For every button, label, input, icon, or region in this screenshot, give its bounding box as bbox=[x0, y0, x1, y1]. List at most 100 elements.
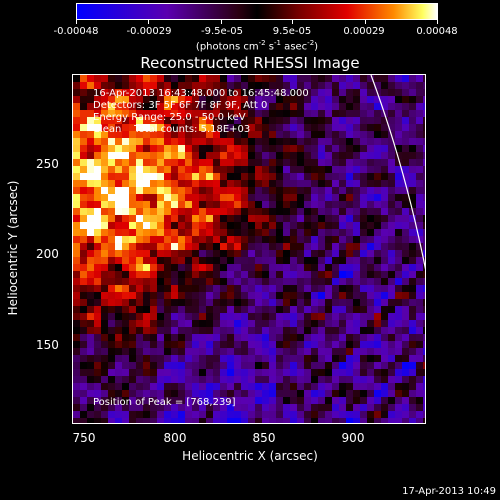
heatmap-cell bbox=[416, 264, 423, 271]
heatmap-cell bbox=[297, 89, 304, 96]
heatmap-cell bbox=[220, 173, 227, 180]
heatmap-cell bbox=[206, 222, 213, 229]
heatmap-cell bbox=[367, 110, 374, 117]
heatmap-cell bbox=[136, 383, 143, 390]
heatmap-cell bbox=[94, 306, 101, 313]
heatmap-cell bbox=[374, 194, 381, 201]
heatmap-cell bbox=[178, 404, 185, 411]
heatmap-cell bbox=[346, 355, 353, 362]
heatmap-cell bbox=[73, 166, 80, 173]
heatmap-cell bbox=[213, 222, 220, 229]
heatmap-cell bbox=[94, 271, 101, 278]
heatmap-cell bbox=[164, 299, 171, 306]
heatmap-cell bbox=[297, 292, 304, 299]
heatmap-cell bbox=[101, 250, 108, 257]
heatmap-cell bbox=[248, 285, 255, 292]
heatmap-cell bbox=[311, 103, 318, 110]
heatmap-cell bbox=[409, 103, 416, 110]
heatmap-cell bbox=[136, 75, 143, 82]
heatmap-cell bbox=[276, 411, 283, 418]
heatmap-cell bbox=[234, 285, 241, 292]
heatmap-cell bbox=[423, 292, 425, 299]
heatmap-cell bbox=[325, 397, 332, 404]
x-tick-label: 850 bbox=[252, 431, 276, 445]
heatmap-cell bbox=[346, 201, 353, 208]
heatmap-cell bbox=[80, 369, 87, 376]
heatmap-cell bbox=[318, 180, 325, 187]
heatmap-cell bbox=[346, 236, 353, 243]
heatmap-cell bbox=[115, 362, 122, 369]
heatmap-cell bbox=[360, 145, 367, 152]
heatmap-cell bbox=[171, 194, 178, 201]
heatmap-cell bbox=[192, 173, 199, 180]
heatmap-cell bbox=[150, 362, 157, 369]
heatmap-cell bbox=[276, 75, 283, 82]
heatmap-cell bbox=[178, 236, 185, 243]
heatmap-cell bbox=[395, 89, 402, 96]
heatmap-cell bbox=[192, 201, 199, 208]
heatmap-cell bbox=[136, 117, 143, 124]
heatmap-cell bbox=[206, 236, 213, 243]
heatmap-cell bbox=[136, 166, 143, 173]
heatmap-cell bbox=[108, 187, 115, 194]
heatmap-cell bbox=[185, 166, 192, 173]
heatmap-cell bbox=[73, 201, 80, 208]
heatmap-cell bbox=[283, 369, 290, 376]
heatmap-cell bbox=[311, 327, 318, 334]
heatmap-cell bbox=[255, 152, 262, 159]
heatmap-cell bbox=[297, 222, 304, 229]
heatmap-cell bbox=[283, 117, 290, 124]
heatmap-cell bbox=[318, 299, 325, 306]
heatmap-cell bbox=[290, 103, 297, 110]
heatmap-cell bbox=[213, 166, 220, 173]
heatmap-cell bbox=[192, 271, 199, 278]
heatmap-cell bbox=[269, 292, 276, 299]
heatmap-cell bbox=[402, 173, 409, 180]
heatmap-cell bbox=[157, 215, 164, 222]
heatmap-cell bbox=[311, 89, 318, 96]
heatmap-cell bbox=[143, 180, 150, 187]
heatmap-cell bbox=[353, 75, 360, 82]
heatmap-cell bbox=[136, 159, 143, 166]
heatmap-cell bbox=[381, 201, 388, 208]
heatmap-cell bbox=[87, 152, 94, 159]
heatmap-cell bbox=[87, 117, 94, 124]
heatmap-cell bbox=[395, 222, 402, 229]
heatmap-cell bbox=[374, 124, 381, 131]
heatmap-cell bbox=[206, 152, 213, 159]
heatmap-cell bbox=[416, 117, 423, 124]
heatmap-cell bbox=[94, 362, 101, 369]
heatmap-cell bbox=[290, 369, 297, 376]
heatmap-cell bbox=[150, 82, 157, 89]
heatmap-cell bbox=[367, 173, 374, 180]
heatmap-cell bbox=[318, 103, 325, 110]
heatmap-cell bbox=[199, 75, 206, 82]
heatmap-cell bbox=[416, 411, 423, 418]
heatmap-cell bbox=[192, 341, 199, 348]
heatmap-cell bbox=[269, 320, 276, 327]
heatmap-cell bbox=[157, 411, 164, 418]
heatmap-cell bbox=[94, 124, 101, 131]
heatmap-cell bbox=[80, 82, 87, 89]
heatmap-cell bbox=[304, 327, 311, 334]
heatmap-cell bbox=[416, 390, 423, 397]
heatmap-cell bbox=[374, 404, 381, 411]
heatmap-cell bbox=[213, 89, 220, 96]
heatmap-cell bbox=[115, 418, 122, 423]
heatmap-cell bbox=[178, 327, 185, 334]
heatmap-cell bbox=[136, 236, 143, 243]
heatmap-cell bbox=[248, 82, 255, 89]
heatmap-cell bbox=[171, 166, 178, 173]
heatmap-cell bbox=[304, 404, 311, 411]
heatmap-cell bbox=[353, 334, 360, 341]
heatmap-cell bbox=[227, 96, 234, 103]
heatmap-cell bbox=[94, 327, 101, 334]
heatmap-cell bbox=[255, 320, 262, 327]
heatmap-cell bbox=[73, 110, 80, 117]
heatmap-cell bbox=[339, 208, 346, 215]
heatmap-cell bbox=[150, 222, 157, 229]
heatmap-cell bbox=[423, 376, 425, 383]
heatmap-cell bbox=[381, 418, 388, 423]
heatmap-cell bbox=[122, 208, 129, 215]
heatmap-cell bbox=[318, 418, 325, 423]
